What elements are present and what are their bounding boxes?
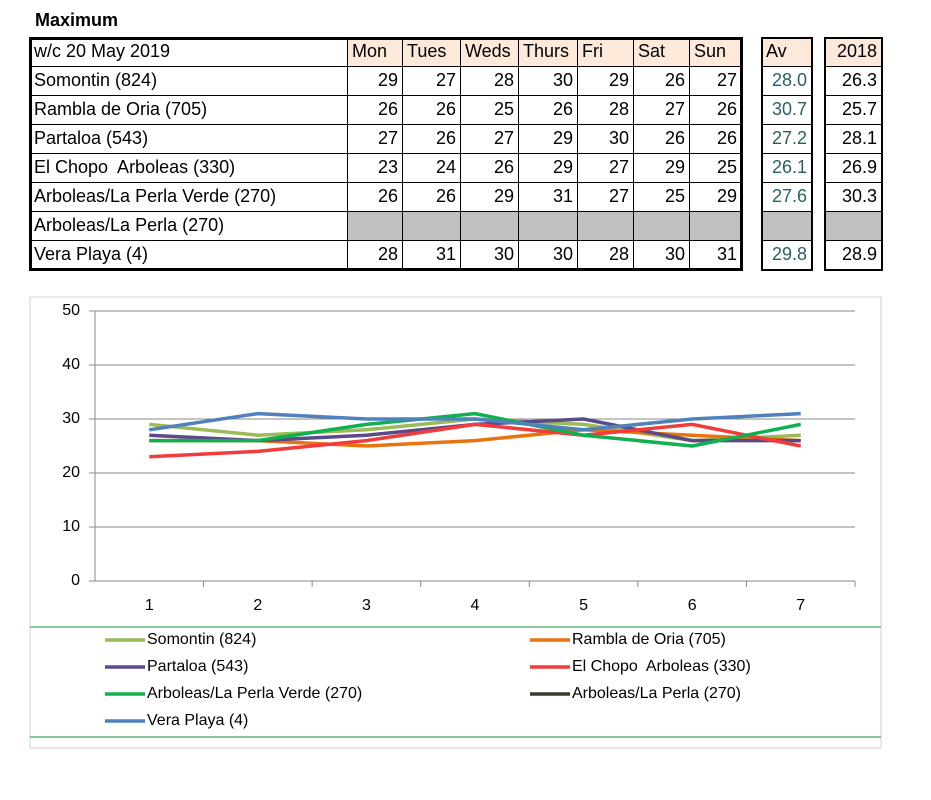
title: Maximum bbox=[35, 10, 119, 30]
legend-label: Arboleas/La Perla (270) bbox=[572, 685, 741, 702]
empty-cell bbox=[690, 212, 742, 241]
series-line bbox=[149, 411, 802, 448]
empty-cell bbox=[519, 212, 578, 241]
cell: 31 bbox=[519, 183, 578, 212]
cell: 30 bbox=[519, 67, 578, 96]
cell: 28 bbox=[578, 96, 634, 125]
row-label: Arboleas/La Perla (270) bbox=[30, 212, 348, 241]
cell: 29 bbox=[519, 154, 578, 183]
cell: 28 bbox=[461, 67, 519, 96]
y-tick-label: 0 bbox=[71, 572, 80, 589]
row-label: Arboleas/La Perla Verde (270) bbox=[30, 183, 348, 212]
legend-label: Partaloa (543) bbox=[147, 658, 248, 675]
y-tick-label: 50 bbox=[62, 302, 80, 319]
empty-cell bbox=[403, 212, 461, 241]
x-tick-label: 7 bbox=[796, 597, 805, 614]
legend-label: Vera Playa (4) bbox=[147, 712, 248, 729]
x-tick-label: 3 bbox=[362, 597, 371, 614]
row-label: Somontin (824) bbox=[30, 67, 348, 96]
legend-label: El Chopo Arboleas (330) bbox=[572, 658, 751, 675]
header-cell: 2018 bbox=[825, 38, 882, 67]
header-cell: Weds bbox=[461, 38, 519, 67]
cell: 26 bbox=[634, 125, 690, 154]
cell: 29 bbox=[461, 183, 519, 212]
header-cell: Tues bbox=[403, 38, 461, 67]
x-tick-label: 6 bbox=[688, 597, 697, 614]
cell: 26 bbox=[634, 67, 690, 96]
empty-cell bbox=[578, 212, 634, 241]
cell: 26 bbox=[348, 96, 403, 125]
chart-frame bbox=[29, 296, 882, 749]
cell: 26 bbox=[403, 125, 461, 154]
cell: 27 bbox=[578, 183, 634, 212]
empty-cell bbox=[461, 212, 519, 241]
cell: 26 bbox=[461, 154, 519, 183]
empty-cell bbox=[825, 212, 882, 241]
row-label: Partaloa (543) bbox=[30, 125, 348, 154]
header-cell: Sun bbox=[690, 38, 742, 67]
cell: 25 bbox=[461, 96, 519, 125]
row-label: El Chopo Arboleas (330) bbox=[30, 154, 348, 183]
y-tick-label: 30 bbox=[62, 410, 80, 427]
cell: 26 bbox=[348, 183, 403, 212]
x-tick-label: 4 bbox=[471, 597, 480, 614]
header-cell: Mon bbox=[348, 38, 403, 67]
series-line bbox=[149, 411, 801, 432]
legend-label: Somontin (824) bbox=[147, 631, 256, 648]
y-tick-label: 10 bbox=[62, 518, 80, 535]
cell: 25 bbox=[634, 183, 690, 212]
empty-cell bbox=[348, 212, 403, 241]
cell: 29 bbox=[519, 125, 578, 154]
header-cell: Fri bbox=[578, 38, 634, 67]
cell: 29 bbox=[634, 154, 690, 183]
header-cell: Thurs bbox=[519, 38, 578, 67]
cell: 27 bbox=[403, 67, 461, 96]
legend-label: Arboleas/La Perla Verde (270) bbox=[147, 685, 362, 702]
cell: 26 bbox=[519, 96, 578, 125]
x-tick-label: 2 bbox=[253, 597, 262, 614]
x-tick-label: 5 bbox=[579, 597, 588, 614]
y-tick-label: 40 bbox=[62, 356, 80, 373]
legend-label: Rambla de Oria (705) bbox=[572, 631, 726, 648]
header-cell: Sat bbox=[634, 38, 690, 67]
cell: 27 bbox=[634, 96, 690, 125]
cell: 29 bbox=[578, 67, 634, 96]
cell: 27 bbox=[348, 125, 403, 154]
row-label: Rambla de Oria (705) bbox=[30, 96, 348, 125]
cell: 27 bbox=[578, 154, 634, 183]
empty-cell bbox=[762, 212, 812, 241]
series-line bbox=[149, 422, 802, 459]
header-cell: w/c 20 May 2019 bbox=[30, 38, 348, 67]
cell: 23 bbox=[348, 154, 403, 183]
cell: 27 bbox=[461, 125, 519, 154]
x-tick-label: 1 bbox=[145, 597, 154, 614]
empty-cell bbox=[634, 212, 690, 241]
cell: 30 bbox=[578, 125, 634, 154]
cell: 24 bbox=[403, 154, 461, 183]
cell: 26 bbox=[403, 183, 461, 212]
cell: 26 bbox=[403, 96, 461, 125]
y-tick-label: 20 bbox=[62, 464, 80, 481]
cell: 29 bbox=[348, 67, 403, 96]
